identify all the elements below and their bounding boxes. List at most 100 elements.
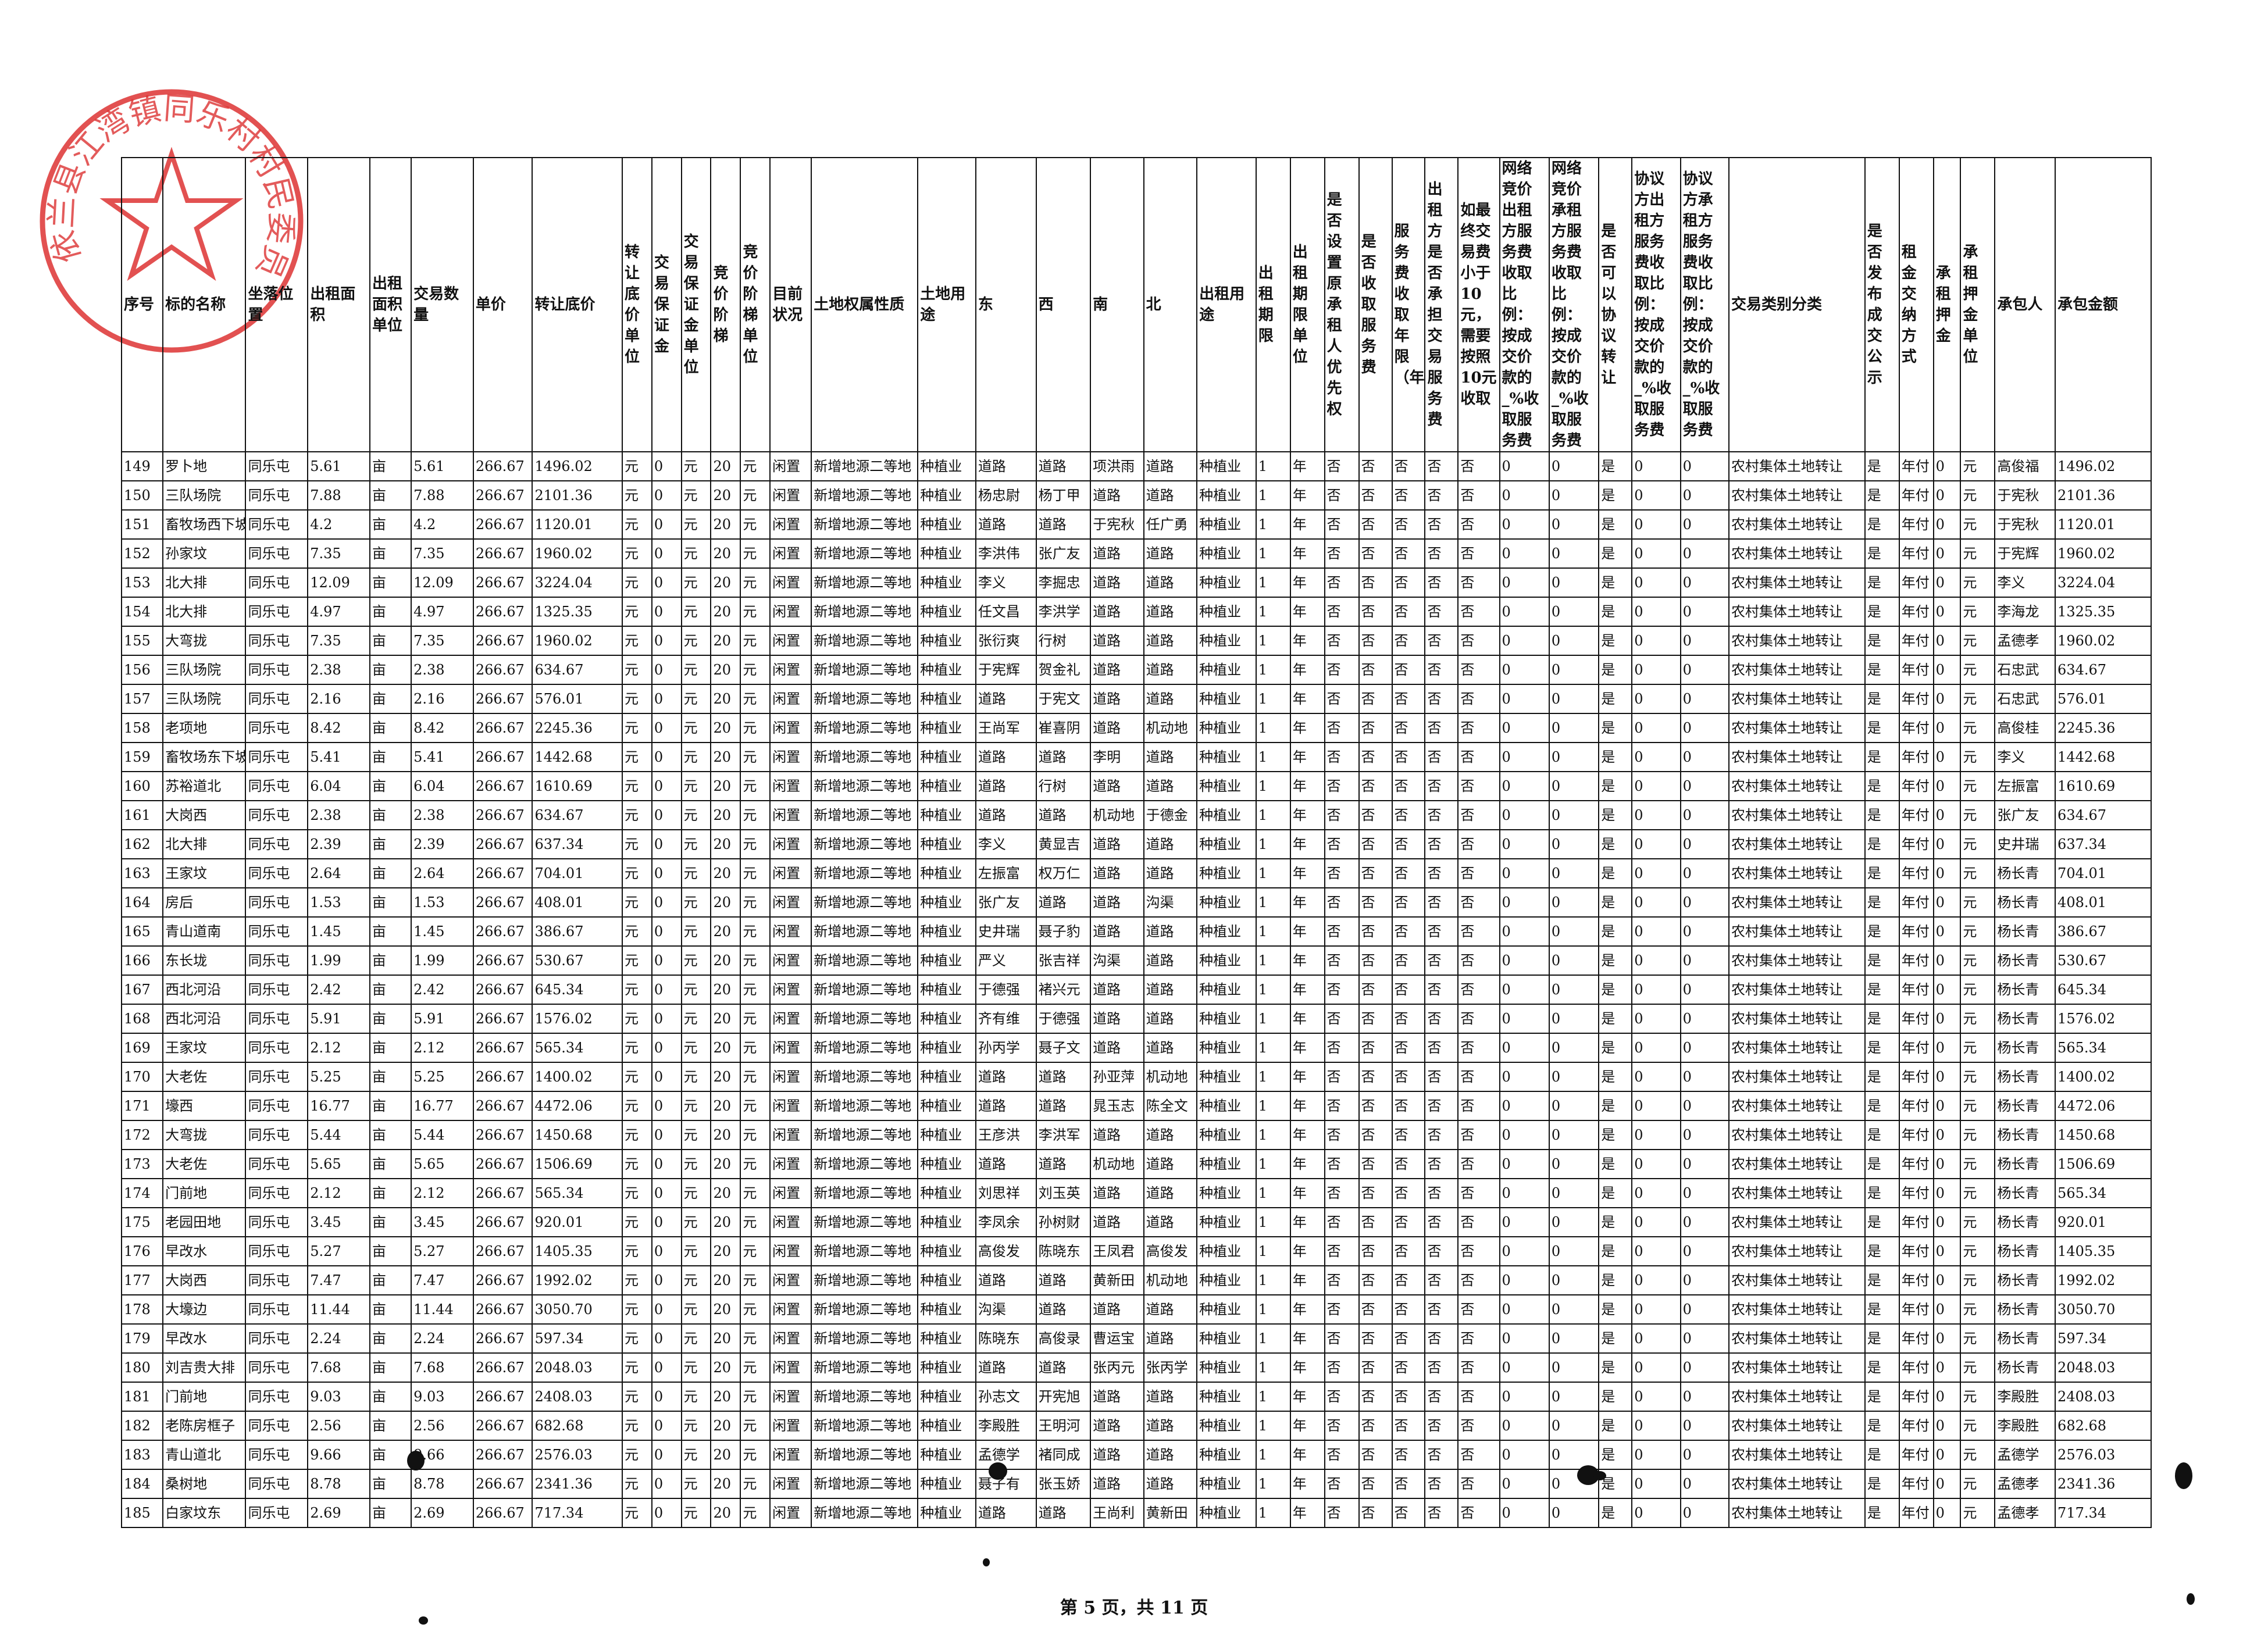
- table-cell: 否: [1424, 1440, 1459, 1470]
- table-cell: 李凤余: [975, 1207, 1037, 1237]
- table-cell: 大壕边: [162, 1294, 247, 1325]
- table-cell: 道路: [1143, 916, 1198, 947]
- table-cell: 刘吉贵大排: [162, 1352, 247, 1383]
- table-cell: 是: [1598, 567, 1633, 598]
- table-row: 177 大岗西 同乐屯 7.47 亩 7.47 266.67 1992.02 元 0 元 20 元闲置新…: [120, 1265, 2152, 1295]
- table-cell: 20: [710, 1004, 741, 1034]
- table-cell: 元: [1960, 1352, 1996, 1383]
- table-cell: 任广勇: [1143, 509, 1198, 540]
- table-cell: 0: [651, 1440, 682, 1470]
- table-cell: 同乐屯: [245, 1149, 309, 1179]
- table-cell: 1: [1255, 771, 1291, 801]
- table-cell: 亩: [369, 655, 412, 685]
- table-cell: 是: [1598, 771, 1633, 801]
- table-cell: 否: [1424, 713, 1459, 743]
- table-cell: 种植业: [917, 1120, 976, 1150]
- table-cell: 是: [1864, 626, 1900, 656]
- table-cell: 种植业: [917, 916, 976, 947]
- table-cell: 2408.03: [532, 1382, 623, 1412]
- table-cell: 否: [1424, 1062, 1459, 1092]
- table-cell: 否: [1391, 538, 1426, 569]
- table-cell: 种植业: [1196, 713, 1257, 743]
- table-cell: 农村集体土地转让: [1728, 597, 1866, 627]
- table-cell: 0: [1548, 509, 1600, 540]
- table-cell: 否: [1324, 1062, 1360, 1092]
- table-cell: 183: [120, 1440, 164, 1470]
- table-cell: 种植业: [1196, 742, 1257, 772]
- table-cell: 2.12: [307, 1178, 370, 1208]
- table-cell: 266.67: [472, 1207, 533, 1237]
- table-cell: 1576.02: [532, 1004, 623, 1034]
- table-cell: 0: [1932, 1178, 1962, 1208]
- table-cell: 李殿胜: [1994, 1411, 2056, 1441]
- table-cell: 266.67: [472, 597, 533, 627]
- table-cell: 266.67: [472, 1294, 533, 1325]
- table-cell: 新增地源二等地: [811, 1236, 919, 1266]
- table-cell: 0: [1932, 713, 1962, 743]
- table-cell: 新增地源二等地: [811, 1004, 919, 1034]
- table-cell: 否: [1358, 713, 1393, 743]
- table-cell: 同乐屯: [245, 858, 309, 888]
- table-cell: 种植业: [1196, 1207, 1257, 1237]
- table-cell: 0: [1932, 1498, 1962, 1528]
- table-cell: 530.67: [2055, 945, 2152, 976]
- table-cell: 否: [1391, 742, 1426, 772]
- table-cell: 亩: [369, 1236, 412, 1266]
- table-cell: 否: [1457, 1120, 1500, 1150]
- table-cell: 元: [680, 1265, 712, 1295]
- table-cell: 年: [1289, 1062, 1325, 1092]
- table-cell: 否: [1324, 1207, 1360, 1237]
- table-cell: 刘玉英: [1035, 1178, 1092, 1208]
- table-cell: 东长垅: [162, 945, 247, 976]
- table-cell: 元: [1960, 626, 1996, 656]
- table-cell: 386.67: [532, 916, 623, 947]
- table-cell: 李洪学: [1035, 597, 1092, 627]
- table-cell: 0: [651, 1091, 682, 1121]
- table-cell: 是: [1598, 1265, 1633, 1295]
- table-cell: 否: [1424, 684, 1459, 714]
- table-cell: 道路: [1143, 1149, 1198, 1179]
- table-cell: 1: [1255, 713, 1291, 743]
- column-header: 协议方出租方服务费收取比例：按成交价款的_%收取服务费: [1631, 157, 1681, 452]
- table-cell: 386.67: [2055, 916, 2152, 947]
- table-cell: 否: [1391, 916, 1426, 947]
- table-cell: 0: [1932, 509, 1962, 540]
- table-cell: 年: [1289, 1265, 1325, 1295]
- table-cell: 年: [1289, 975, 1325, 1005]
- column-header: 西: [1035, 157, 1092, 452]
- table-cell: 0: [1548, 597, 1600, 627]
- table-cell: 155: [120, 626, 164, 656]
- table-cell: 0: [1548, 945, 1600, 976]
- table-cell: 亩: [369, 1382, 412, 1412]
- table-cell: 年付: [1898, 1178, 1934, 1208]
- table-cell: 否: [1424, 1294, 1459, 1325]
- table-cell: 否: [1391, 1178, 1426, 1208]
- table-cell: 否: [1457, 626, 1500, 656]
- table-cell: 新增地源二等地: [811, 1411, 919, 1441]
- table-cell: 孙亚萍: [1090, 1062, 1144, 1092]
- table-cell: 否: [1424, 742, 1459, 772]
- table-cell: 4.2: [307, 509, 370, 540]
- table-cell: 否: [1391, 858, 1426, 888]
- table-cell: 0: [1548, 1033, 1600, 1063]
- table-cell: 元: [1960, 1411, 1996, 1441]
- table-cell: 年付: [1898, 800, 1934, 830]
- table-cell: 道路: [975, 742, 1037, 772]
- table-cell: 晁玉志: [1090, 1091, 1144, 1121]
- column-header: 北: [1143, 157, 1198, 452]
- table-cell: 沟渠: [1090, 945, 1144, 976]
- table-cell: 0: [1932, 742, 1962, 772]
- table-cell: 道路: [1090, 887, 1144, 918]
- table-cell: 孟德学: [975, 1440, 1037, 1470]
- table-cell: 机动地: [1143, 713, 1198, 743]
- table-cell: 否: [1424, 567, 1459, 598]
- table-cell: 左振富: [1994, 771, 2056, 801]
- table-cell: 1: [1255, 1440, 1291, 1470]
- table-cell: 道路: [1090, 567, 1144, 598]
- table-cell: 174: [120, 1178, 164, 1208]
- table-cell: 年: [1289, 626, 1325, 656]
- table-cell: 0: [1499, 975, 1550, 1005]
- table-cell: 0: [1631, 1294, 1681, 1325]
- table-cell: 2.16: [411, 684, 474, 714]
- table-cell: 20: [710, 1091, 741, 1121]
